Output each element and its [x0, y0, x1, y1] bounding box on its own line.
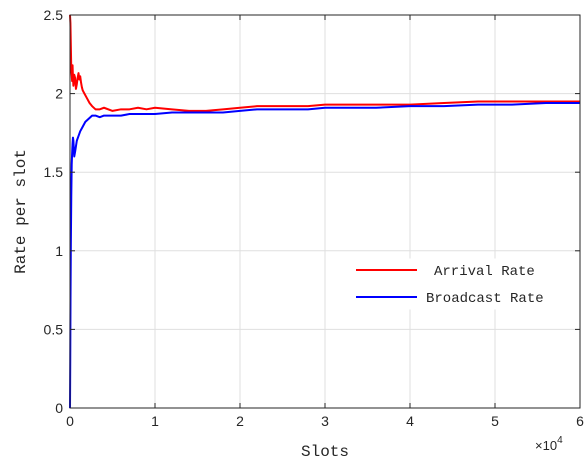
legend-label-arrival-rate: Arrival Rate: [434, 264, 535, 280]
x-tick-label: 2: [236, 413, 244, 429]
y-tick-label: 2.5: [44, 7, 64, 23]
x-axis-multiplier-exponent: 4: [557, 435, 563, 446]
x-tick-label: 0: [66, 413, 74, 429]
y-tick-label: 0.5: [44, 321, 64, 337]
series-line-arrival-rate: [69, 14, 580, 112]
x-tick-label: 6: [576, 413, 584, 429]
series-line-broadcast-rate: [69, 102, 580, 409]
x-tick-label: 4: [406, 413, 414, 429]
x-tick-label: 5: [491, 413, 499, 429]
legend-box: [348, 258, 576, 310]
y-tick-label: 2: [55, 86, 63, 102]
x-axis-multiplier-base: ×10: [535, 438, 557, 453]
y-tick-label: 1: [55, 243, 63, 259]
series-lines: [69, 14, 580, 409]
x-tick-label: 1: [151, 413, 159, 429]
x-axis-title: Slots: [301, 443, 349, 461]
y-tick-label: 1.5: [44, 164, 64, 180]
x-tick-label: 3: [321, 413, 329, 429]
legend: Arrival Rate Broadcast Rate: [348, 258, 576, 310]
y-axis-title: Rate per slot: [12, 149, 30, 274]
x-axis-multiplier: ×104: [535, 435, 563, 453]
axis-ticks: 0 1 2 3 4 5 6 0 0.5 1 1.5 2 2.5: [44, 7, 585, 429]
legend-label-broadcast-rate: Broadcast Rate: [426, 291, 544, 307]
y-tick-label: 0: [55, 400, 63, 416]
